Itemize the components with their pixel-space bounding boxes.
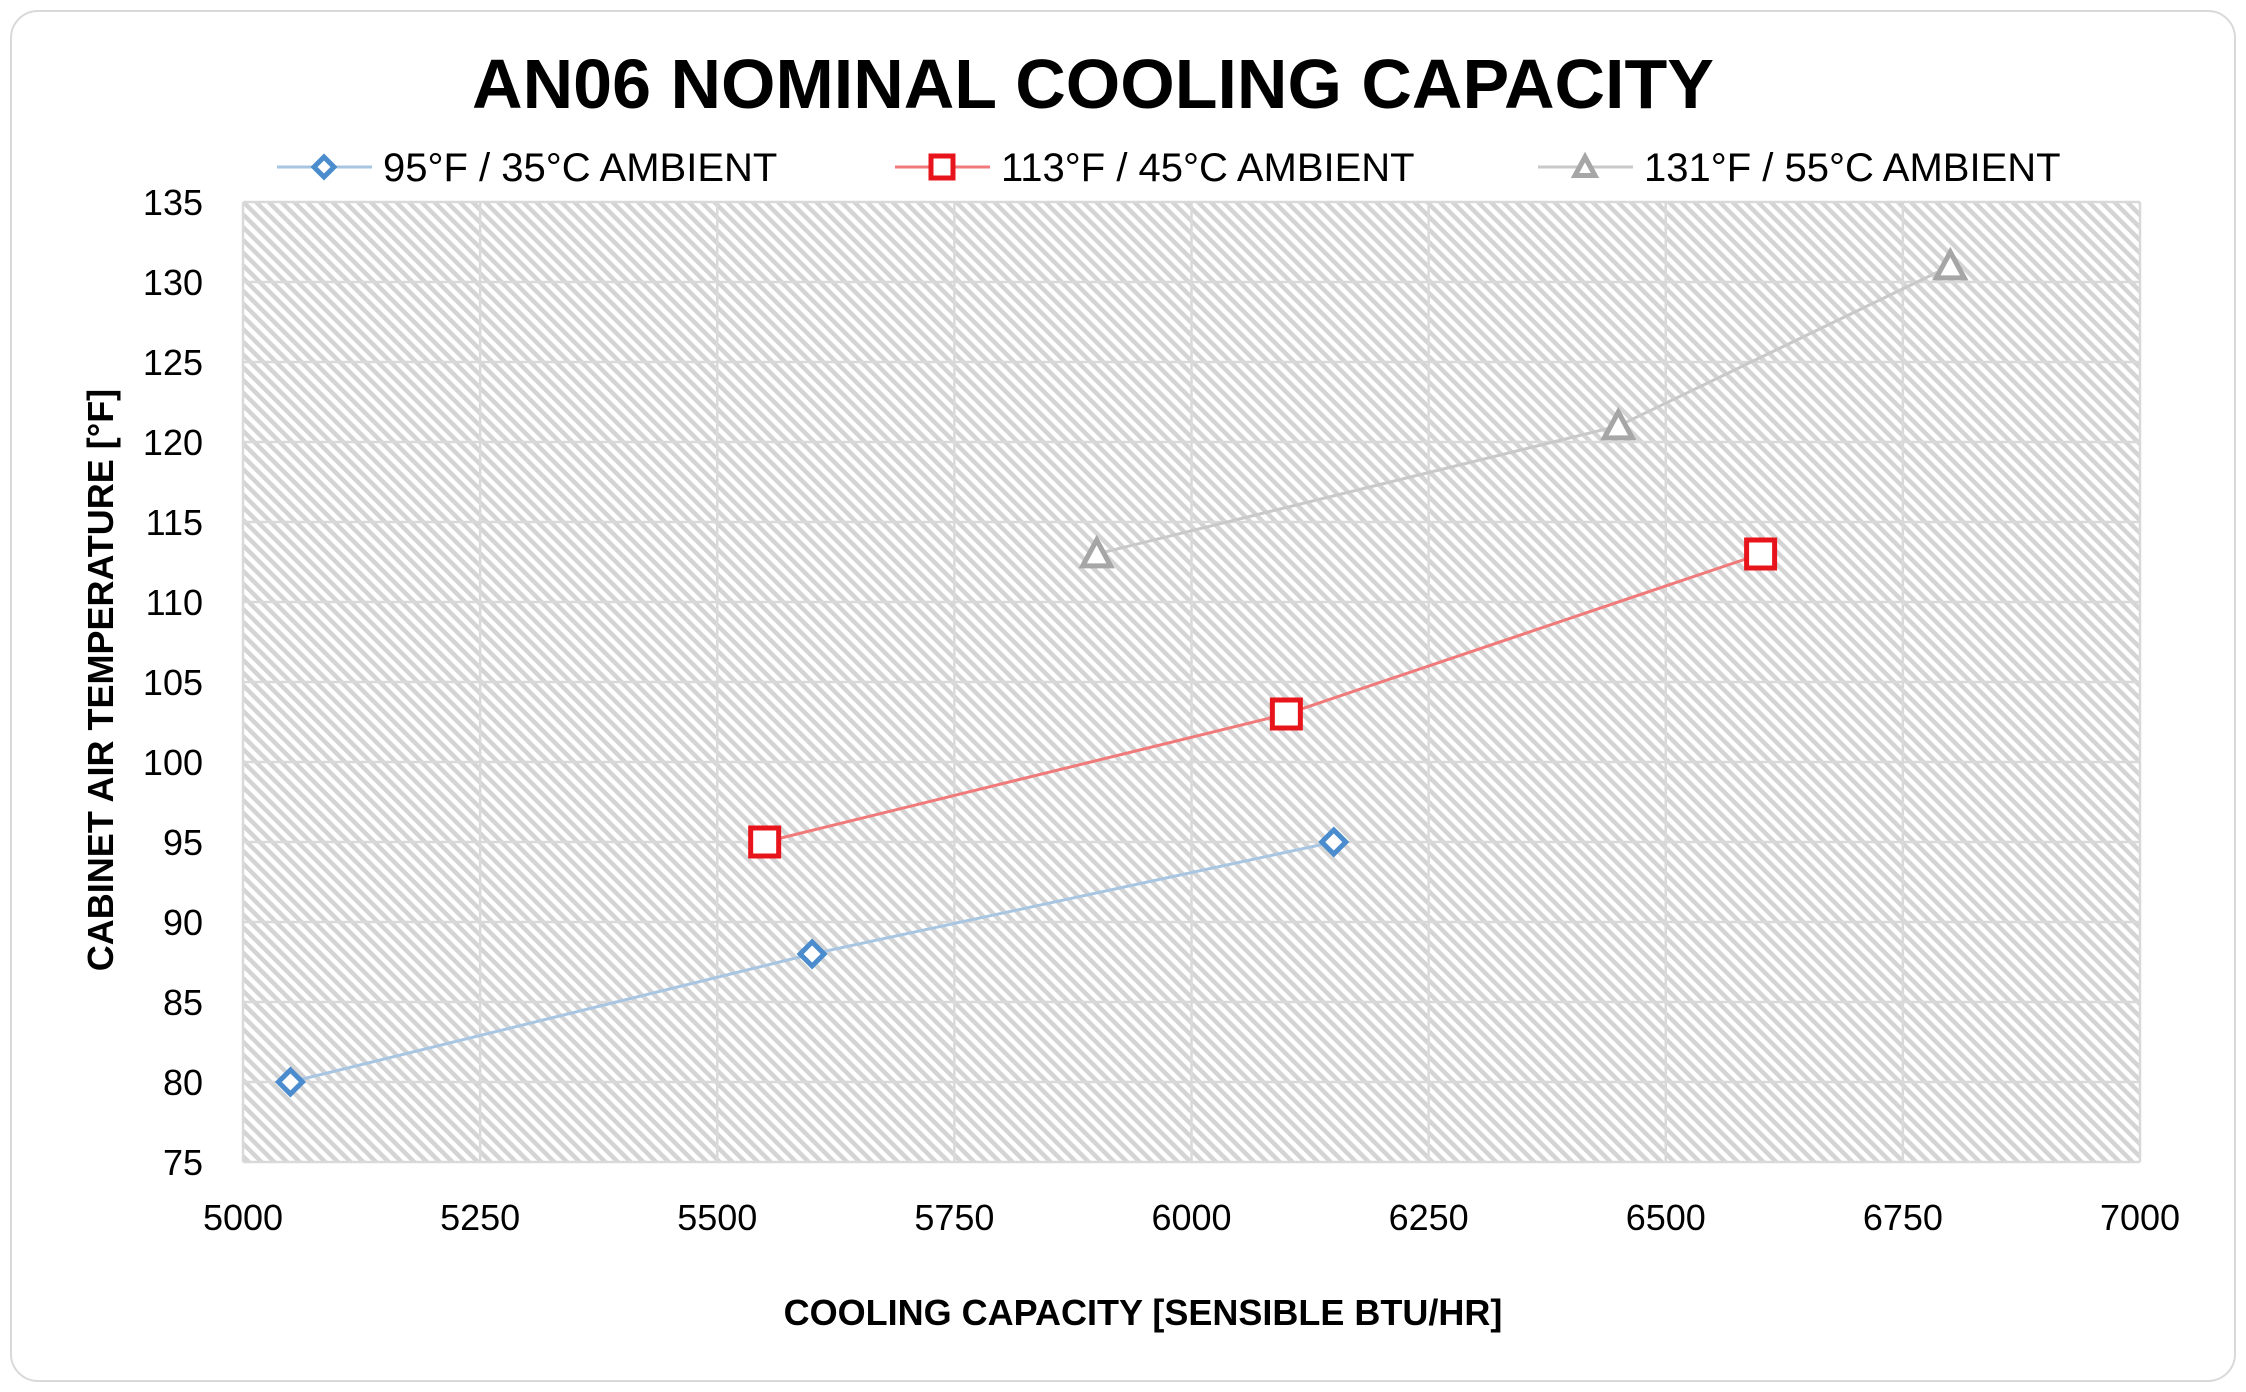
y-tick-label: 120 <box>143 422 203 463</box>
y-tick-label: 110 <box>146 582 203 623</box>
legend-marker <box>928 153 956 181</box>
series-layer <box>274 246 1969 1098</box>
y-tick-label: 85 <box>163 982 203 1023</box>
legend-label: 95°F / 35°C AMBIENT <box>383 146 777 190</box>
data-point <box>1318 826 1350 858</box>
y-tick-label: 75 <box>163 1142 203 1183</box>
legend-label: 131°F / 55°C AMBIENT <box>1644 146 2061 190</box>
y-tick-label: 95 <box>163 822 203 863</box>
x-tick-label: 6250 <box>1389 1197 1469 1238</box>
legend-marker <box>1570 151 1600 178</box>
data-point <box>274 1066 306 1098</box>
y-tick-label: 130 <box>143 262 203 303</box>
x-tick-label: 5250 <box>440 1197 520 1238</box>
x-tick-label: 7000 <box>2100 1197 2180 1238</box>
y-tick-label: 115 <box>146 502 203 543</box>
legend-marker <box>310 153 338 181</box>
series-3 <box>1078 246 1969 569</box>
y-tick-label: 100 <box>143 742 203 783</box>
x-tick-label: 6000 <box>1151 1197 1231 1238</box>
legend-item: 95°F / 35°C AMBIENT <box>277 146 777 190</box>
y-axis-label: CABINET AIR TEMPERATURE [°F] <box>80 389 121 971</box>
x-tick-label: 6500 <box>1626 1197 1706 1238</box>
legend-item: 131°F / 55°C AMBIENT <box>1538 146 2061 190</box>
chart-title: AN06 NOMINAL COOLING CAPACITY <box>472 45 1714 123</box>
x-tick-label: 5500 <box>677 1197 757 1238</box>
y-tick-label: 135 <box>143 182 203 223</box>
x-axis-label: COOLING CAPACITY [SENSIBLE BTU/HR] <box>784 1292 1503 1333</box>
data-point <box>1744 537 1778 571</box>
data-point <box>796 938 828 970</box>
legend-item: 113°F / 45°C AMBIENT <box>895 146 1415 190</box>
data-point <box>1932 246 1969 281</box>
series-1 <box>274 826 1350 1098</box>
x-tick-label: 5750 <box>914 1197 994 1238</box>
tick-labels: 75 80 85 90 95 100 105 110 115 120 125 130 135 5000 52… <box>143 182 2180 1238</box>
x-tick-label: 6750 <box>1863 1197 1943 1238</box>
legend: 95°F / 35°C AMBIENT 113°F / 45°C AMBIENT 1… <box>277 146 2061 190</box>
data-point <box>1600 406 1637 441</box>
data-point <box>1269 697 1303 731</box>
x-tick-label: 5000 <box>203 1197 283 1238</box>
y-tick-label: 80 <box>163 1062 203 1103</box>
legend-label: 113°F / 45°C AMBIENT <box>1001 146 1415 190</box>
data-point <box>748 825 782 859</box>
y-tick-label: 90 <box>163 902 203 943</box>
y-tick-label: 125 <box>143 342 203 383</box>
data-point <box>1078 534 1115 569</box>
series-2 <box>748 537 1778 859</box>
y-tick-label: 105 <box>143 662 203 703</box>
grid <box>241 200 2142 1164</box>
